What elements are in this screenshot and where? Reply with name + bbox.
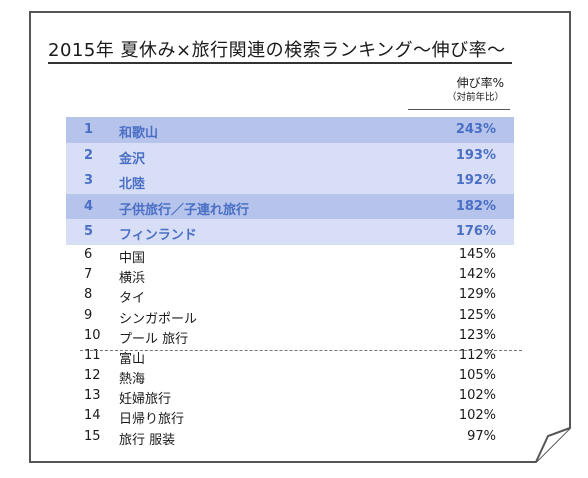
ranking-row: 9 シンガポール 125%: [66, 306, 514, 327]
keyword: 和歌山: [119, 126, 159, 141]
rank-number: 14: [84, 408, 101, 424]
page-title: 2015年 夏休み×旅行関連の検索ランキング～伸び率～: [48, 40, 506, 61]
ranking-row: 1 和歌山 243%: [66, 117, 514, 143]
rank-number: 13: [84, 388, 101, 404]
ranking-row: 6 中国 145%: [66, 245, 514, 266]
growth-value: 176%: [455, 224, 496, 240]
title-underline: [48, 62, 512, 64]
ranking-row: 14 日帰り旅行 102%: [66, 406, 514, 428]
ranking-list: 1 和歌山 243% 2 金沢 193% 3 北陸 192% 4 子供旅行／子連…: [66, 117, 514, 448]
keyword: 子供旅行／子連れ旅行: [119, 202, 250, 218]
growth-value: 112%: [458, 347, 496, 363]
rank-number: 12: [84, 368, 101, 384]
keyword: シンガポール: [119, 311, 198, 327]
ranking-row: 13 妊婦旅行 102%: [66, 386, 514, 408]
rank-number: 2: [84, 147, 94, 163]
top10-divider: [80, 350, 522, 351]
rank-number: 1: [84, 122, 94, 137]
growth-header-sublabel: （対前年比）: [446, 92, 504, 103]
ranking-row: 5 フィンランド 176%: [66, 219, 514, 245]
growth-value: 102%: [458, 408, 496, 424]
growth-value: 97%: [467, 428, 496, 444]
rank-number: 4: [84, 198, 94, 214]
growth-value: 192%: [455, 173, 496, 189]
growth-value: 125%: [458, 307, 496, 323]
rank-number: 10: [84, 327, 101, 343]
growth-value: 243%: [455, 122, 496, 137]
ranking-row: 8 タイ 129%: [66, 285, 514, 307]
growth-header-label: 伸び率%: [456, 76, 504, 90]
rank-number: 7: [84, 267, 93, 283]
ranking-row: 7 横浜 142%: [66, 265, 514, 287]
keyword: タイ: [119, 291, 146, 307]
ranking-row: 4 子供旅行／子連れ旅行 182%: [66, 193, 514, 220]
growth-value: 145%: [458, 246, 496, 262]
growth-value: 142%: [458, 267, 496, 283]
rank-number: 8: [84, 287, 93, 303]
keyword: 北陸: [119, 177, 146, 193]
growth-value: 105%: [458, 368, 496, 384]
rank-number: 11: [84, 347, 101, 363]
keyword: 旅行 服装: [119, 432, 176, 448]
ranking-row: 15 旅行 服装 97%: [66, 427, 514, 448]
keyword: 日帰り旅行: [119, 412, 185, 428]
rank-number: 9: [84, 307, 93, 323]
keyword: 富山: [119, 351, 146, 367]
keyword: 熱海: [119, 372, 146, 388]
growth-value: 129%: [458, 287, 496, 303]
ranking-row: 11 富山 112%: [66, 346, 514, 367]
keyword: 妊婦旅行: [119, 392, 172, 408]
keyword: 中国: [119, 250, 146, 266]
keyword: プール 旅行: [119, 331, 189, 347]
growth-value: 193%: [455, 147, 496, 163]
keyword: 金沢: [119, 151, 146, 167]
growth-value: 182%: [455, 198, 496, 214]
ranking-row: 12 熱海 105%: [66, 366, 514, 388]
rank-number: 3: [84, 173, 94, 189]
ranking-row: 3 北陸 192%: [66, 168, 514, 194]
keyword: フィンランド: [119, 228, 197, 244]
ranking-row: 10 プール 旅行 123%: [66, 326, 514, 347]
rank-number: 15: [84, 428, 101, 444]
ranking-row: 2 金沢 193%: [66, 142, 514, 169]
growth-column-header: 伸び率% （対前年比）: [404, 76, 504, 105]
keyword: 横浜: [119, 271, 146, 287]
page-curl-icon: [535, 427, 571, 463]
header-divider: [408, 109, 510, 110]
rank-number: 5: [84, 224, 94, 240]
growth-value: 123%: [458, 327, 496, 343]
rank-number: 6: [84, 246, 93, 262]
growth-value: 102%: [458, 388, 496, 404]
